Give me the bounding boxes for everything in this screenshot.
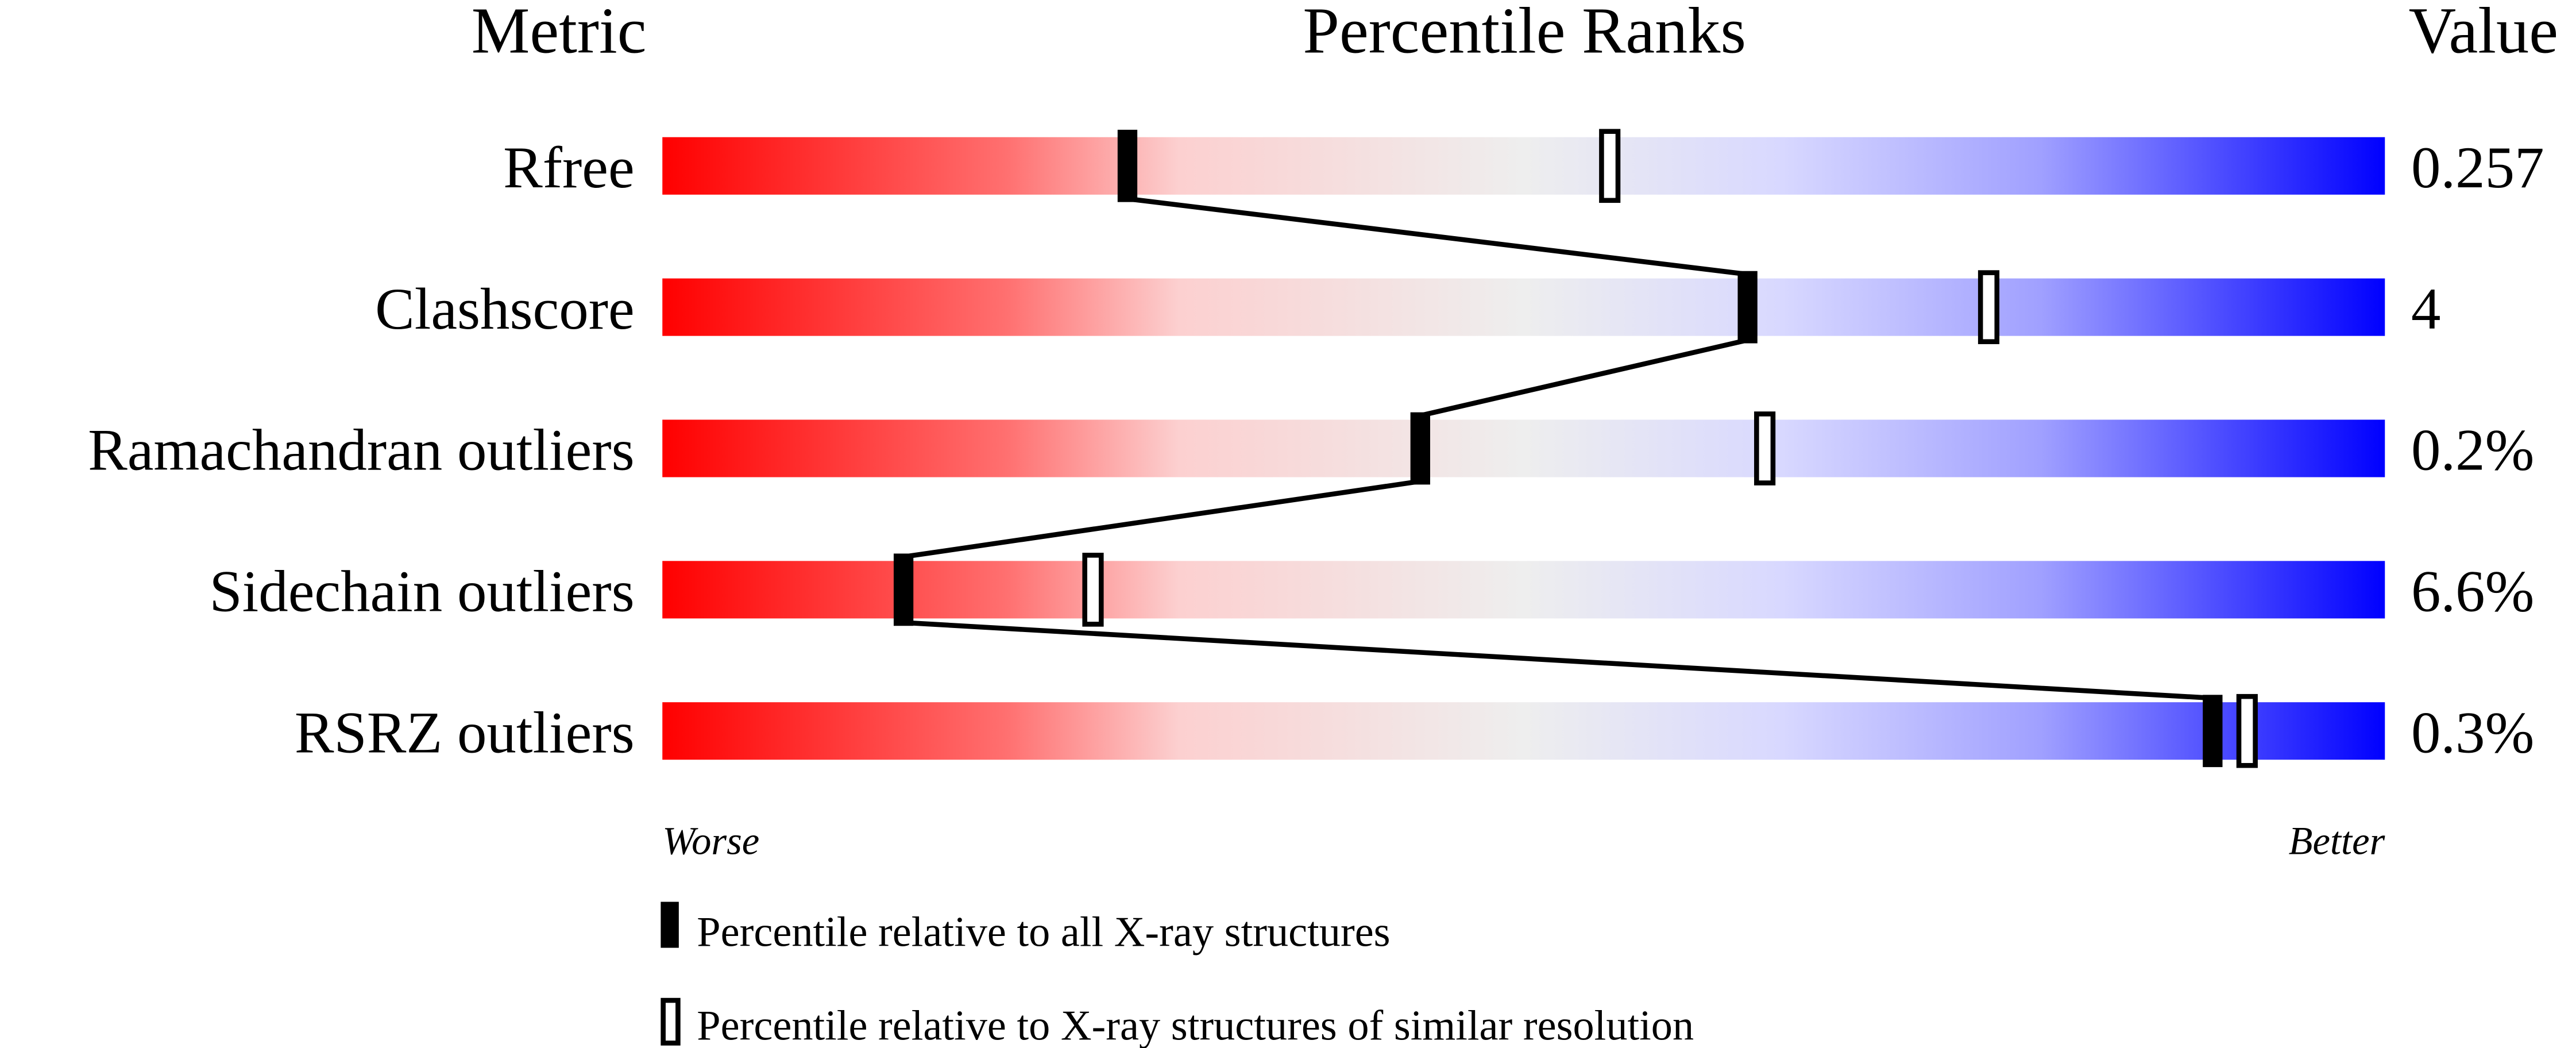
marker-similar-resolution <box>1082 553 1104 627</box>
marker-similar-resolution <box>2236 693 2258 768</box>
legend-open-marker <box>661 997 681 1046</box>
axis-better-label: Better <box>2289 819 2385 863</box>
metric-label: RSRZ outliers <box>295 700 635 765</box>
marker-similar-resolution <box>1754 411 1776 486</box>
metric-label: Ramachandran outliers <box>88 418 635 483</box>
legend-filled-marker <box>661 901 679 948</box>
percentile-bar <box>662 278 2385 336</box>
metric-value: 4 <box>2411 276 2440 342</box>
metric-value: 0.2% <box>2411 418 2534 483</box>
connector-line <box>1127 196 1748 277</box>
connector-line <box>1419 337 1748 418</box>
percentile-bar <box>662 702 2385 760</box>
marker-all-structures <box>1410 412 1430 485</box>
percentile-bar <box>662 137 2385 195</box>
axis-worse-label: Worse <box>662 819 759 863</box>
marker-all-structures <box>1117 129 1138 202</box>
connector-line <box>903 479 1421 560</box>
metric-label: Clashscore <box>375 276 635 342</box>
marker-similar-resolution <box>1599 129 1621 203</box>
metric-value: 6.6% <box>2411 559 2534 625</box>
header-metric: Metric <box>472 0 647 67</box>
metric-value: 0.257 <box>2411 135 2544 201</box>
percentile-bar <box>662 561 2385 619</box>
header-value: Value <box>2409 0 2558 67</box>
metric-label: Sidechain outliers <box>209 559 634 625</box>
marker-all-structures <box>1737 271 1758 344</box>
connector-line <box>903 620 2213 701</box>
marker-similar-resolution <box>1978 270 2000 344</box>
marker-all-structures <box>2203 695 2223 768</box>
metric-value: 0.3% <box>2411 700 2534 765</box>
legend-similar-label: Percentile relative to X-ray structures … <box>697 1003 1694 1048</box>
percentile-bar <box>662 419 2385 477</box>
marker-all-structures <box>893 553 914 626</box>
connector-lines <box>903 196 2213 701</box>
header-percentile-ranks: Percentile Ranks <box>1303 0 1746 67</box>
legend-all-label: Percentile relative to all X-ray structu… <box>697 909 1390 956</box>
metric-label: Rfree <box>503 135 635 201</box>
